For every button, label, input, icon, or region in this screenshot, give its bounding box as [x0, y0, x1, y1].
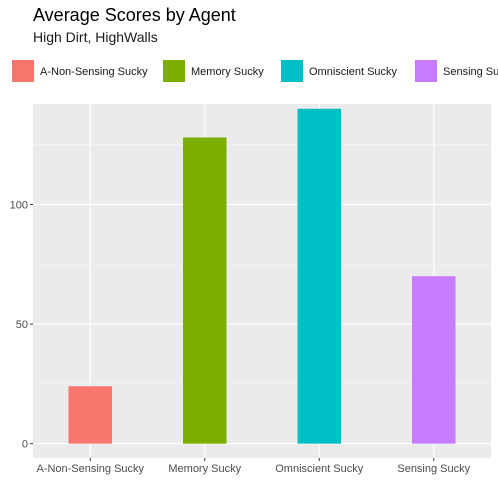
legend: A-Non-Sensing Sucky Memory Sucky Omniscien…	[12, 60, 498, 82]
y-tick-label: 100	[10, 199, 28, 211]
legend-label-1: A-Non-Sensing Sucky	[40, 66, 148, 78]
x-axis: A-Non-Sensing Sucky Memory Sucky Omniscien…	[36, 458, 471, 475]
x-tick-label: A-Non-Sensing Sucky	[36, 463, 144, 475]
legend-key-2	[163, 60, 185, 82]
bar-2	[182, 137, 227, 444]
y-tick-label: 0	[22, 439, 28, 451]
legend-label-2: Memory Sucky	[191, 66, 264, 78]
legend-key-3	[281, 60, 303, 82]
legend-key-1	[12, 60, 34, 82]
bar-3	[297, 108, 342, 444]
bar-4	[411, 276, 456, 444]
chart-subtitle: High Dirt, HighWalls	[33, 29, 158, 45]
y-tick-label: 50	[16, 319, 28, 331]
bar-1	[68, 386, 113, 444]
x-tick-label: Omniscient Sucky	[275, 463, 364, 475]
bars	[68, 108, 456, 444]
chart-title: Average Scores by Agent	[33, 5, 236, 25]
legend-label-4: Sensing Sucky	[443, 66, 498, 78]
x-tick-label: Sensing Sucky	[397, 463, 470, 475]
legend-label-3: Omniscient Sucky	[309, 66, 398, 78]
y-axis: 0 50 100	[10, 199, 33, 451]
legend-key-4	[415, 60, 437, 82]
x-tick-label: Memory Sucky	[168, 463, 241, 475]
